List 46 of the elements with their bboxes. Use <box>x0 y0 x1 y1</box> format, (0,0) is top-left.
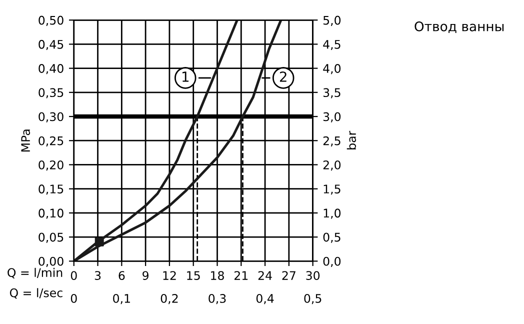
x2-tick-label: 0,4 <box>256 294 274 304</box>
y2-tick-label: 1,0 <box>324 208 341 219</box>
x-tick-label: 6 <box>118 271 125 280</box>
x2-tick-label: 0,3 <box>208 294 226 304</box>
x-tick-label: 12 <box>163 271 176 280</box>
x-tick-label: 0 <box>70 271 77 280</box>
y-tick-label: 0,15 <box>38 184 64 195</box>
x2-axis-title: Q = l/sec <box>10 288 62 299</box>
y-tick-label: 0,30 <box>38 112 64 122</box>
x2-tick-label: 0,1 <box>113 294 130 304</box>
series-label: 1 <box>182 72 189 82</box>
x2-tick-label: 0,2 <box>160 294 178 304</box>
y2-tick-label: 0,5 <box>323 232 340 243</box>
x-tick-label: 18 <box>211 271 224 280</box>
y-tick-label: 0,10 <box>38 208 64 219</box>
y2-tick-label: 2,0 <box>323 160 341 171</box>
x2-tick-label: 0 <box>70 294 77 303</box>
y-axis-title: MPa <box>21 130 30 152</box>
x-tick-label: 27 <box>282 271 296 280</box>
x-tick-label: 3 <box>94 271 101 280</box>
y-tick-label: 0,00 <box>38 256 64 267</box>
y2-tick-label: 1,5 <box>324 184 340 195</box>
x-tick-label: 24 <box>258 271 272 280</box>
y2-tick-label: 0,0 <box>323 256 341 267</box>
y2-tick-label: 4,0 <box>323 64 341 74</box>
y2-axis-title: bar <box>346 130 356 150</box>
y-tick-label: 0,40 <box>38 64 64 74</box>
y-tick-label: 0,50 <box>38 16 64 26</box>
x-axis-title: Q = l/min <box>8 268 62 278</box>
x-tick-label: 30 <box>306 271 320 280</box>
y-tick-label: 0,25 <box>38 136 64 146</box>
series-label: 2 <box>280 71 286 82</box>
y2-tick-label: 2,5 <box>323 136 340 146</box>
x2-tick-label: 0,5 <box>304 294 322 304</box>
x-tick-label: 15 <box>187 271 200 280</box>
y-tick-label: 0,45 <box>38 40 64 50</box>
y-tick-label: 0,05 <box>38 232 64 243</box>
y2-tick-label: 3,5 <box>323 88 340 98</box>
y-tick-label: 0,20 <box>38 160 64 171</box>
y2-tick-label: 5,0 <box>323 16 341 26</box>
y-tick-label: 0,35 <box>38 88 64 98</box>
x-tick-label: 21 <box>234 271 248 280</box>
y2-tick-label: 3,0 <box>323 112 341 122</box>
y2-tick-label: 4,5 <box>323 40 340 50</box>
x-tick-label: 9 <box>142 271 148 280</box>
text: Отвод ванны <box>414 21 504 34</box>
